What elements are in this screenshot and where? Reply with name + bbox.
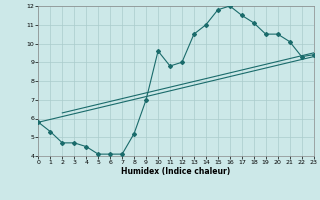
- X-axis label: Humidex (Indice chaleur): Humidex (Indice chaleur): [121, 167, 231, 176]
